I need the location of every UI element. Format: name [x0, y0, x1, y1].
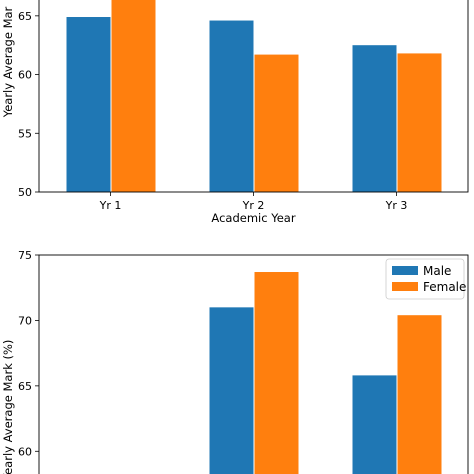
- y-tick-label: 65: [18, 380, 32, 393]
- legend-label-female: Female: [423, 280, 466, 294]
- legend-label-male: Male: [423, 264, 451, 278]
- legend-swatch-female: [392, 282, 418, 291]
- chart-1: 50 55 60 65 Yr 1 Yr 2 Yr 3 Academic Year Yearly …: [1, 0, 469, 225]
- y-axis-label: Yearly Average Mark (%): [1, 340, 15, 474]
- y-tick-label: 60: [18, 69, 32, 82]
- y-axis-label: Yearly Average Mar: [1, 6, 15, 118]
- x-tick-label: Yr 3: [385, 199, 408, 212]
- x-tick-label: Yr 1: [99, 199, 122, 212]
- legend-swatch-male: [392, 266, 418, 275]
- axes-frame: [38, 254, 469, 474]
- bar-female-yr-1: [111, 0, 156, 192]
- x-axis-label: Academic Year: [211, 211, 295, 225]
- y-tick-label: 65: [18, 10, 32, 23]
- bar-female-yr-3: [397, 315, 442, 474]
- bar-female-yr-3: [397, 53, 442, 192]
- bar-male-yr-3: [352, 45, 397, 192]
- bar-male-yr-1: [66, 17, 111, 192]
- bar-male-yr-2: [209, 307, 254, 474]
- legend: Male Female: [385, 258, 466, 300]
- bar-female-yr-2: [254, 272, 299, 474]
- y-tick-label: 60: [18, 445, 32, 458]
- y-tick-label: 70: [18, 314, 32, 327]
- x-tick-label: Yr 2: [242, 199, 265, 212]
- bar-female-yr-2: [254, 54, 299, 193]
- bar-male-yr-2: [209, 20, 254, 193]
- y-tick-label: 55: [18, 127, 32, 140]
- bar-male-yr-3: [352, 375, 397, 474]
- chart-2: 60 65 70 75 Yearly Average Mark (%) Male Femal…: [1, 249, 469, 474]
- y-tick-label: 50: [18, 186, 32, 199]
- y-tick-label: 75: [18, 249, 32, 262]
